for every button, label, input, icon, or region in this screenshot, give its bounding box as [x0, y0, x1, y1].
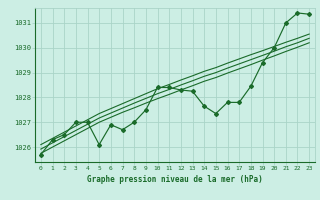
X-axis label: Graphe pression niveau de la mer (hPa): Graphe pression niveau de la mer (hPa)	[87, 175, 263, 184]
